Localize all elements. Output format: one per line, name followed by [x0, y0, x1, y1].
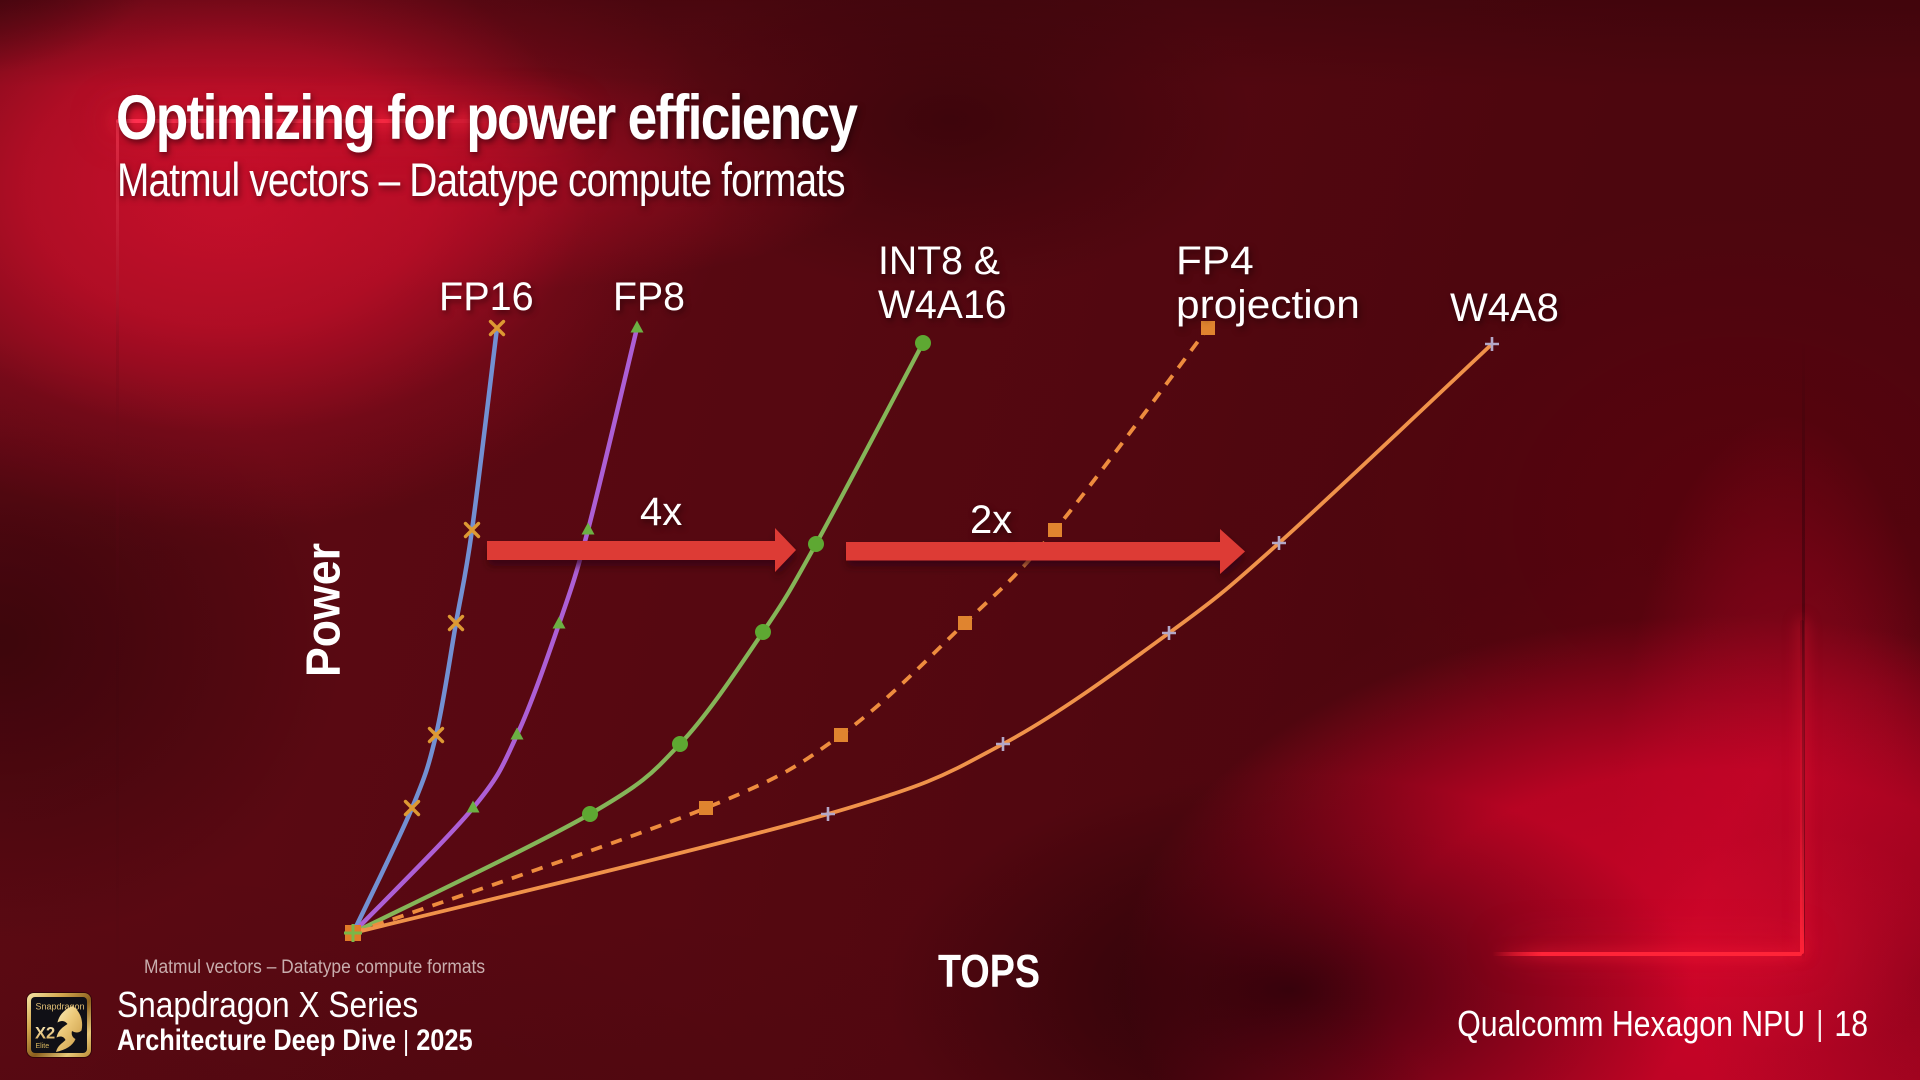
svg-text:Elite: Elite — [36, 1043, 50, 1050]
svg-text:Snapdragon: Snapdragon — [36, 1002, 85, 1012]
svg-text:X2: X2 — [35, 1025, 55, 1043]
